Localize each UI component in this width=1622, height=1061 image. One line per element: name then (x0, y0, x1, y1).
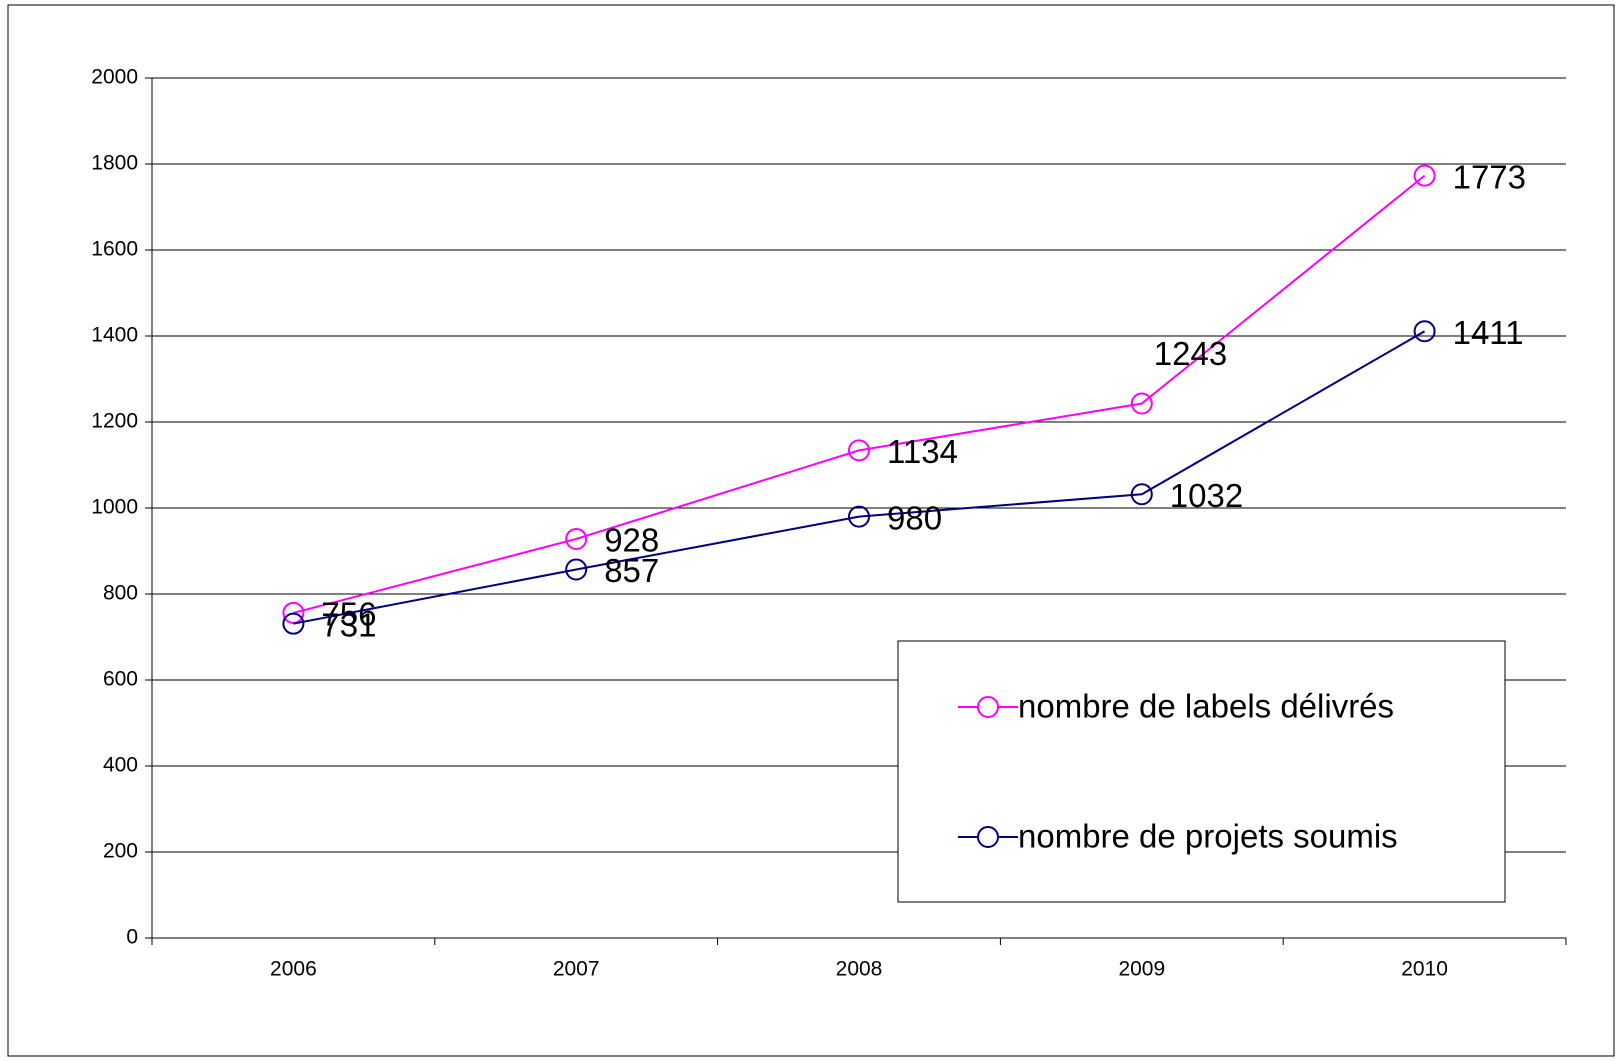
data-label: 857 (604, 552, 659, 589)
data-label: 1032 (1170, 477, 1243, 514)
legend-marker (977, 696, 999, 718)
y-tick-label: 0 (126, 926, 138, 949)
data-label: 1134 (887, 433, 958, 470)
y-tick-label: 1000 (91, 496, 138, 519)
y-tick-label: 2000 (91, 66, 138, 89)
series-line (293, 174, 1426, 614)
x-tick-label: 2010 (1401, 958, 1448, 981)
y-tick-label: 1200 (91, 410, 138, 433)
point-marker (1130, 392, 1153, 415)
legend-label: nombre de labels délivrés (1018, 688, 1394, 725)
data-label: 756 (321, 596, 376, 633)
legend-box (897, 640, 1506, 903)
legend-label: nombre de projets soumis (1018, 818, 1398, 855)
point-marker (565, 527, 588, 550)
point-marker (848, 505, 870, 528)
point-marker (1413, 320, 1436, 343)
data-label: 731 (321, 606, 376, 643)
data-label: 928 (604, 522, 659, 559)
series-line (293, 330, 1426, 625)
x-tick-label: 2009 (1118, 958, 1165, 981)
data-label: 1411 (1453, 314, 1524, 351)
y-tick-label: 1600 (91, 238, 138, 261)
y-tick-label: 1800 (91, 152, 138, 175)
x-tick-label: 2008 (836, 958, 883, 981)
point-marker (1130, 483, 1153, 506)
y-tick-label: 600 (103, 668, 138, 691)
data-label: 1243 (1154, 335, 1227, 372)
point-marker (1413, 164, 1436, 187)
y-tick-label: 1400 (91, 324, 138, 347)
data-label: 980 (887, 499, 942, 536)
y-tick-label: 200 (103, 840, 138, 863)
x-tick-label: 2007 (553, 958, 600, 981)
y-tick-label: 400 (103, 754, 138, 777)
x-tick-label: 2006 (270, 958, 317, 981)
point-marker (848, 439, 870, 462)
data-label: 1773 (1453, 158, 1526, 195)
y-tick-label: 800 (103, 582, 138, 605)
point-marker (565, 558, 588, 581)
legend-marker (977, 826, 999, 848)
point-marker (282, 612, 305, 635)
